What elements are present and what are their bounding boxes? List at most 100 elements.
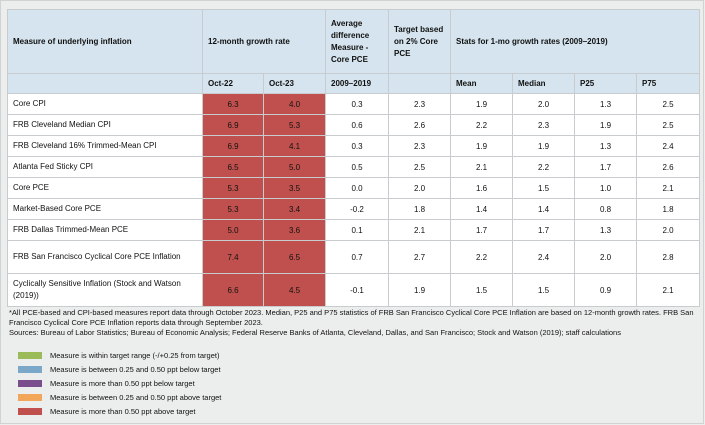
row-avgdiff: 0.5 [325, 156, 389, 178]
row-target: 2.3 [388, 135, 451, 157]
row-oct23: 3.6 [263, 219, 326, 241]
header-p25: P25 [574, 73, 637, 94]
row-mean: 1.5 [450, 273, 513, 307]
row-oct22: 5.3 [202, 198, 264, 220]
row-mean: 2.1 [450, 156, 513, 178]
table-row: FRB Dallas Trimmed-Mean PCE 5.0 3.6 0.1 … [7, 219, 701, 241]
table-row: FRB Cleveland 16% Trimmed-Mean CPI 6.9 4… [7, 135, 701, 157]
row-target: 1.9 [388, 273, 451, 307]
row-avgdiff: 0.1 [325, 219, 389, 241]
legend-label: Measure is more than 0.50 ppt above targ… [50, 406, 196, 416]
row-target: 1.8 [388, 198, 451, 220]
row-mean: 2.2 [450, 240, 513, 274]
row-mean: 1.7 [450, 219, 513, 241]
row-median: 1.9 [512, 135, 575, 157]
row-avgdiff: 0.3 [325, 93, 389, 115]
legend-label: Measure is between 0.25 and 0.50 ppt abo… [50, 392, 222, 402]
header-measure: Measure of underlying inflation [7, 9, 203, 74]
legend-swatch [18, 351, 42, 359]
legend: Measure is within target range (-/+0.25 … [18, 348, 221, 418]
header-stats: Stats for 1-mo growth rates (2009–2019) [449, 9, 701, 74]
row-target: 2.5 [388, 156, 451, 178]
legend-item: Measure is within target range (-/+0.25 … [18, 348, 221, 362]
row-target: 2.7 [388, 240, 451, 274]
row-p75: 2.4 [635, 135, 701, 157]
header-growth: 12-month growth rate [202, 9, 326, 74]
row-p75: 2.1 [635, 177, 701, 199]
row-measure: Cyclically Sensitive Inflation (Stock an… [7, 273, 203, 307]
legend-item: Measure is more than 0.50 ppt above targ… [18, 404, 221, 418]
row-mean: 1.9 [450, 93, 513, 115]
legend-item: Measure is between 0.25 and 0.50 ppt bel… [18, 362, 221, 376]
row-oct22: 6.3 [202, 93, 264, 115]
row-avgdiff: 0.6 [325, 114, 389, 136]
footnote-data-coverage: *All PCE-based and CPI-based measures re… [9, 308, 694, 327]
row-target: 2.1 [388, 219, 451, 241]
row-p25: 1.3 [574, 93, 637, 115]
row-oct23: 6.5 [263, 240, 326, 274]
table-row: FRB Cleveland Median CPI 6.9 5.3 0.6 2.6… [7, 114, 701, 136]
row-target: 2.6 [388, 114, 451, 136]
row-measure: FRB Cleveland Median CPI [7, 114, 203, 136]
inflation-table: Measure of underlying inflation 12-month… [7, 9, 701, 307]
row-oct22: 7.4 [202, 240, 264, 274]
header-median: Median [512, 73, 575, 94]
row-oct22: 5.0 [202, 219, 264, 241]
row-p75: 2.5 [635, 93, 701, 115]
row-measure: FRB Dallas Trimmed-Mean PCE [7, 219, 203, 241]
footnotes: *All PCE-based and CPI-based measures re… [9, 308, 699, 338]
row-avgdiff: 0.7 [325, 240, 389, 274]
row-median: 1.5 [512, 273, 575, 307]
table-row: Core CPI 6.3 4.0 0.3 2.3 1.9 2.0 1.3 2.5 [7, 93, 701, 115]
row-oct22: 6.6 [202, 273, 264, 307]
row-mean: 1.6 [450, 177, 513, 199]
row-oct23: 4.1 [263, 135, 326, 157]
legend-label: Measure is more than 0.50 ppt below targ… [50, 378, 195, 388]
row-p25: 1.9 [574, 114, 637, 136]
row-p75: 2.8 [635, 240, 701, 274]
legend-swatch [18, 365, 42, 373]
row-p75: 2.5 [635, 114, 701, 136]
header-oct23: Oct-23 [263, 73, 326, 94]
row-p75: 2.0 [635, 219, 701, 241]
row-avgdiff: -0.1 [325, 273, 389, 307]
row-oct22: 6.9 [202, 114, 264, 136]
row-oct22: 6.5 [202, 156, 264, 178]
legend-item: Measure is more than 0.50 ppt below targ… [18, 376, 221, 390]
row-oct23: 4.0 [263, 93, 326, 115]
row-measure: Atlanta Fed Sticky CPI [7, 156, 203, 178]
legend-label: Measure is between 0.25 and 0.50 ppt bel… [50, 364, 221, 374]
header-oct22: Oct-22 [202, 73, 264, 94]
row-p25: 1.0 [574, 177, 637, 199]
row-measure: Core CPI [7, 93, 203, 115]
row-target: 2.0 [388, 177, 451, 199]
table-row: Cyclically Sensitive Inflation (Stock an… [7, 273, 701, 307]
row-p75: 2.6 [635, 156, 701, 178]
row-p25: 2.0 [574, 240, 637, 274]
row-p25: 0.8 [574, 198, 637, 220]
row-mean: 1.9 [450, 135, 513, 157]
row-measure: Core PCE [7, 177, 203, 199]
row-oct23: 4.5 [263, 273, 326, 307]
row-measure: Market-Based Core PCE [7, 198, 203, 220]
row-median: 1.4 [512, 198, 575, 220]
header-avgdiff: Average difference Measure - Core PCE [325, 9, 389, 74]
row-p25: 1.3 [574, 135, 637, 157]
row-oct23: 5.3 [263, 114, 326, 136]
row-p25: 1.3 [574, 219, 637, 241]
header-avgdiff-years: 2009–2019 [325, 73, 389, 94]
header-target: Target based on 2% Core PCE [388, 9, 451, 74]
row-mean: 2.2 [450, 114, 513, 136]
legend-swatch [18, 407, 42, 415]
row-p75: 1.8 [635, 198, 701, 220]
table-row: FRB San Francisco Cyclical Core PCE Infl… [7, 240, 701, 274]
row-target: 2.3 [388, 93, 451, 115]
row-measure: FRB San Francisco Cyclical Core PCE Infl… [7, 240, 203, 274]
row-measure: FRB Cleveland 16% Trimmed-Mean CPI [7, 135, 203, 157]
row-median: 2.3 [512, 114, 575, 136]
row-median: 1.5 [512, 177, 575, 199]
header-target-blank [388, 73, 451, 94]
legend-label: Measure is within target range (-/+0.25 … [50, 350, 220, 360]
header-blank [7, 73, 203, 94]
row-oct22: 6.9 [202, 135, 264, 157]
